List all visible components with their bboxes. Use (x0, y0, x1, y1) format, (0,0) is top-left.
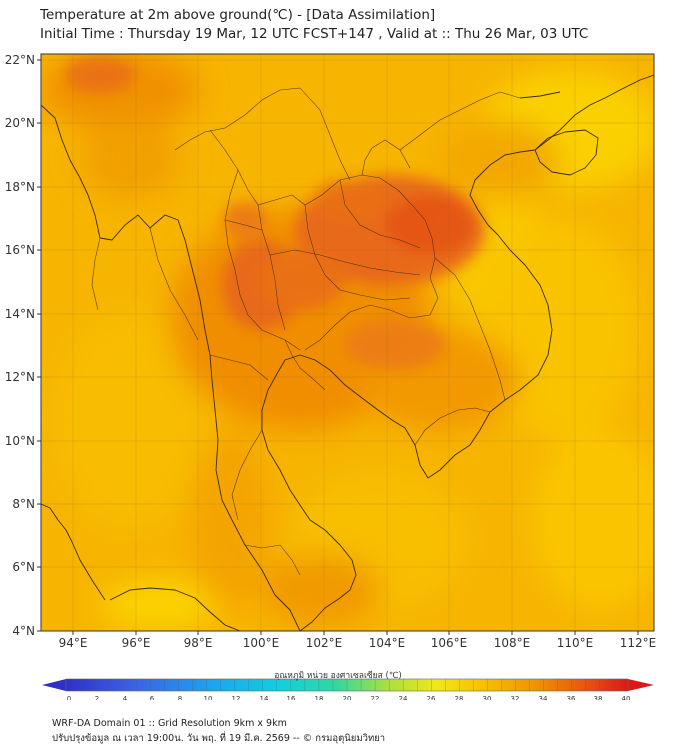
lat-tick-label: 18°N (5, 180, 35, 194)
lon-tick-label: 102°E (306, 636, 343, 650)
colorbar-tick-label: 32 (511, 695, 520, 700)
colorbar-tick-label: 30 (483, 695, 492, 700)
colorbar-tick-label: 0 (67, 695, 71, 700)
lat-tick-label: 4°N (12, 624, 35, 638)
colorbar-tick-label: 8 (178, 695, 182, 700)
lon-tick-label: 96°E (122, 636, 151, 650)
colorbar-tick-label: 10 (204, 695, 213, 700)
colorbar-tick-label: 4 (123, 695, 128, 700)
lon-tick-label: 104°E (369, 636, 406, 650)
lon-tick-label: 94°E (59, 636, 88, 650)
colorbar-tick-label: 38 (594, 695, 603, 700)
lon-tick-label: 98°E (184, 636, 213, 650)
colorbar-tick-label: 26 (427, 695, 436, 700)
colorbar-tick-label: 24 (399, 695, 408, 700)
lat-tick-label: 8°N (12, 497, 35, 511)
colorbar-tick-label: 40 (622, 695, 631, 700)
colorbar-tick-label: 36 (567, 695, 576, 700)
lat-tick-label: 20°N (5, 116, 35, 130)
colorbar (42, 678, 654, 692)
coastlines (41, 74, 654, 631)
colorbar-tick-label: 22 (371, 695, 380, 700)
footer-model-info: WRF-DA Domain 01 :: Grid Resolution 9km … (52, 718, 287, 729)
colorbar-tick-label: 34 (539, 695, 548, 700)
lat-tick-label: 14°N (5, 307, 35, 321)
lat-tick-label: 12°N (5, 370, 35, 384)
lat-tick-label: 16°N (5, 243, 35, 257)
footer-update-info: ปรับปรุงข้อมูล ณ เวลา 19:00น. วัน พฤ. ที… (52, 733, 386, 744)
temperature-field (41, 54, 654, 631)
colorbar-tick-label: 18 (315, 695, 324, 700)
colorbar-tick-label: 2 (95, 695, 99, 700)
colorbar-tick-label: 16 (287, 695, 296, 700)
lon-tick-label: 100°E (243, 636, 280, 650)
lat-tick-label: 10°N (5, 434, 35, 448)
map-subtitle: Initial Time : Thursday 19 Mar, 12 UTC F… (40, 26, 589, 42)
lon-tick-label: 110°E (557, 636, 594, 650)
colorbar-tick-label: 14 (260, 695, 269, 700)
plot-frame (40, 53, 655, 632)
colorbar-tick-label: 28 (455, 695, 464, 700)
lon-tick-label: 108°E (494, 636, 531, 650)
provincial-borders (91, 87, 521, 576)
lat-tick-label: 6°N (12, 560, 35, 574)
colorbar-tick-label: 6 (150, 695, 155, 700)
map-title: Temperature at 2m above ground(℃) - [Dat… (40, 7, 436, 23)
axis-ticks (37, 59, 639, 635)
lon-tick-label: 106°E (431, 636, 468, 650)
colorbar-tick-label: 20 (343, 695, 352, 700)
colorbar-title: อุณหภูมิ หน่วย องศาเซลเซียส (℃) (274, 671, 402, 681)
lon-tick-label: 112°E (620, 636, 657, 650)
lat-tick-label: 22°N (5, 53, 35, 67)
colorbar-tick-label: 12 (232, 695, 241, 700)
temperature-map: 94°E 96°E 98°E 100°E 102°E 104°E 106°E 1… (5, 53, 657, 700)
